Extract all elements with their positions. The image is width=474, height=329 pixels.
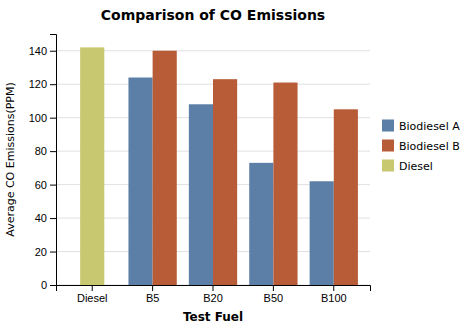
bar bbox=[189, 104, 213, 285]
x-tick-mark bbox=[152, 285, 153, 291]
y-tick: 140 bbox=[29, 45, 56, 57]
x-tick-label: B20 bbox=[203, 292, 223, 304]
legend-label: Diesel bbox=[399, 160, 433, 173]
y-tick-label: 40 bbox=[35, 212, 47, 224]
bar bbox=[213, 79, 237, 285]
legend-item: Diesel bbox=[382, 160, 433, 173]
y-tick-mark bbox=[50, 151, 56, 152]
y-axis: 0 20 40 60 80 100 120 140 bbox=[29, 35, 57, 292]
y-tick: 100 bbox=[29, 112, 56, 124]
y-tick-label: 0 bbox=[41, 279, 47, 291]
legend-swatch bbox=[382, 120, 394, 132]
x-tick-label: B100 bbox=[321, 292, 347, 304]
y-tick-mark bbox=[50, 185, 56, 186]
legend-label: Biodiesel B bbox=[399, 140, 460, 153]
y-tick: 120 bbox=[29, 78, 56, 90]
legend-swatch bbox=[382, 140, 394, 152]
x-tick: B50 bbox=[264, 285, 284, 304]
x-tick-mark bbox=[92, 285, 93, 291]
bar bbox=[310, 181, 334, 285]
x-tick: B5 bbox=[146, 285, 159, 304]
y-tick-mark bbox=[50, 118, 56, 119]
y-tick: 20 bbox=[35, 246, 56, 258]
plot: Diesel B5 B20 B50 B100 0 20 40 60 80 100 120 140 bbox=[29, 35, 371, 304]
x-tick: B20 bbox=[203, 285, 223, 304]
y-tick: 60 bbox=[35, 179, 56, 191]
y-tick-mark bbox=[50, 252, 56, 253]
x-axis: Diesel B5 B20 B50 B100 bbox=[57, 285, 371, 304]
bar bbox=[273, 83, 297, 285]
y-tick-label: 80 bbox=[35, 145, 47, 157]
y-axis-line bbox=[50, 35, 57, 286]
x-tick: Diesel bbox=[77, 285, 108, 304]
x-axis-line bbox=[57, 286, 371, 292]
x-tick-label: B5 bbox=[146, 292, 159, 304]
chart: Diesel B5 B20 B50 B100 0 20 40 60 80 100 120 140 Comp… bbox=[0, 0, 474, 329]
x-tick: B100 bbox=[321, 285, 347, 304]
x-tick-label: Diesel bbox=[77, 292, 108, 304]
y-tick-label: 60 bbox=[35, 179, 47, 191]
x-axis-title: Test Fuel bbox=[183, 310, 243, 324]
y-tick: 0 bbox=[41, 279, 56, 291]
x-tick-mark bbox=[333, 285, 334, 291]
y-tick-label: 100 bbox=[29, 112, 47, 124]
y-tick: 40 bbox=[35, 212, 56, 224]
y-tick: 80 bbox=[35, 145, 56, 157]
legend-item: Biodiesel A bbox=[382, 120, 460, 133]
bar bbox=[153, 51, 177, 285]
x-tick-mark bbox=[213, 285, 214, 291]
bars bbox=[80, 47, 358, 285]
x-tick-label: B50 bbox=[264, 292, 284, 304]
y-tick-label: 120 bbox=[29, 78, 47, 90]
y-tick-label: 20 bbox=[35, 246, 47, 258]
legend-swatch bbox=[382, 160, 394, 172]
y-axis-title: Average CO Emissions(PPM) bbox=[4, 82, 17, 237]
legend-label: Biodiesel A bbox=[399, 120, 460, 133]
y-tick-mark bbox=[50, 84, 56, 85]
legend-item: Biodiesel B bbox=[382, 140, 460, 153]
y-tick-mark bbox=[50, 51, 56, 52]
bar bbox=[249, 163, 273, 285]
bar bbox=[334, 109, 358, 285]
bar bbox=[128, 78, 152, 285]
legend: Biodiesel A Biodiesel B Diesel bbox=[382, 120, 460, 173]
title: Comparison of CO Emissions bbox=[101, 7, 325, 23]
x-tick-mark bbox=[273, 285, 274, 291]
bar bbox=[80, 47, 104, 285]
y-tick-mark bbox=[50, 285, 56, 286]
y-tick-mark bbox=[50, 218, 56, 219]
y-tick-label: 140 bbox=[29, 45, 47, 57]
